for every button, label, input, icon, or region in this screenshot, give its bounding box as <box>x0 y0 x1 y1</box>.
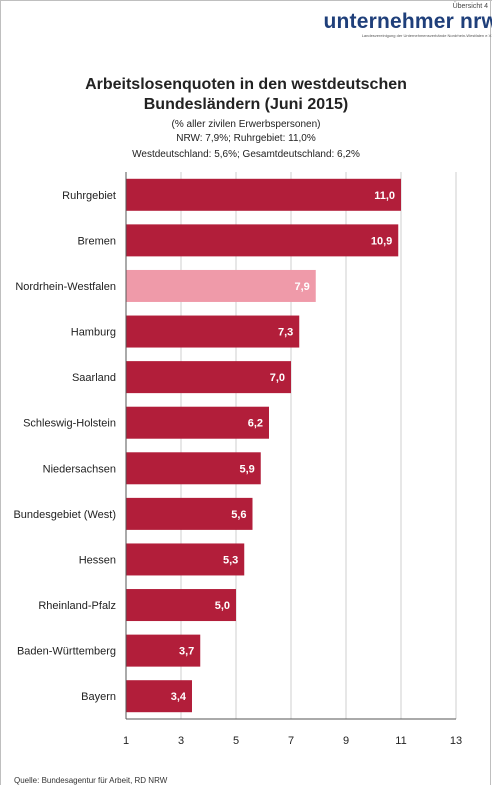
x-tick-label: 3 <box>178 735 184 747</box>
category-label: Bremen <box>77 235 116 247</box>
value-label: 10,9 <box>371 235 392 247</box>
category-label: Nordrhein-Westfalen <box>15 281 116 293</box>
category-label: Hamburg <box>71 327 116 339</box>
x-tick-label: 1 <box>123 735 129 747</box>
bar <box>126 634 201 667</box>
chart-subtitle-line1: (% aller zivilen Erwerbspersonen) <box>171 119 321 130</box>
bar <box>126 452 261 485</box>
chart-title-line2: Bundesländern (Juni 2015) <box>143 96 349 113</box>
bar <box>126 178 401 211</box>
x-tick-label: 5 <box>233 735 239 747</box>
bar <box>126 680 192 713</box>
chart-subtitle-line2: NRW: 7,9%; Ruhrgebiet: 11,0% <box>176 133 316 144</box>
bar <box>126 269 316 302</box>
x-tick-label: 13 <box>450 735 462 747</box>
value-label: 5,6 <box>231 509 246 521</box>
x-tick-label: 9 <box>343 735 349 747</box>
category-label: Schleswig-Holstein <box>23 418 116 430</box>
x-tick-label: 7 <box>288 735 294 747</box>
value-label: 11,0 <box>374 190 395 202</box>
bar <box>126 589 236 622</box>
bar <box>126 406 269 439</box>
value-label: 7,0 <box>270 372 285 384</box>
category-label: Niedersachsen <box>43 463 116 475</box>
bar <box>126 361 291 394</box>
bar <box>126 315 300 348</box>
frame-left-border <box>0 0 1 785</box>
category-label: Baden-Württemberg <box>17 646 116 658</box>
bar <box>126 224 399 257</box>
overview-number: Übersicht 4 <box>452 3 488 10</box>
frame-right-border <box>490 0 491 785</box>
chart-subtitle-line3: Westdeutschland: 5,6%; Gesamtdeutschland… <box>132 149 360 160</box>
value-label: 3,4 <box>171 691 187 703</box>
source-note: Quelle: Bundesagentur für Arbeit, RD NRW <box>14 776 168 785</box>
bar <box>126 497 253 530</box>
value-label: 7,9 <box>294 281 309 293</box>
brand-logo-subtext: Landesvereinigung der Unternehmensverbän… <box>361 33 492 38</box>
category-label: Ruhrgebiet <box>62 190 116 202</box>
value-label: 5,3 <box>223 554 238 566</box>
category-label: Bundesgebiet (West) <box>13 509 116 521</box>
value-label: 3,7 <box>179 646 194 658</box>
category-label: Bayern <box>81 691 116 703</box>
value-label: 6,2 <box>248 418 263 430</box>
x-tick-label: 11 <box>395 735 406 747</box>
chart-title-line1: Arbeitslosenquoten in den westdeutschen <box>85 76 407 93</box>
category-label: Hessen <box>79 554 116 566</box>
category-label: Rheinland-Pfalz <box>38 600 116 612</box>
frame-top-border <box>0 0 492 1</box>
value-label: 5,0 <box>215 600 230 612</box>
value-label: 7,3 <box>278 327 293 339</box>
brand-logo: unternehmer nrw <box>323 10 492 33</box>
value-label: 5,9 <box>239 463 254 475</box>
category-label: Saarland <box>72 372 116 384</box>
bar <box>126 543 245 576</box>
